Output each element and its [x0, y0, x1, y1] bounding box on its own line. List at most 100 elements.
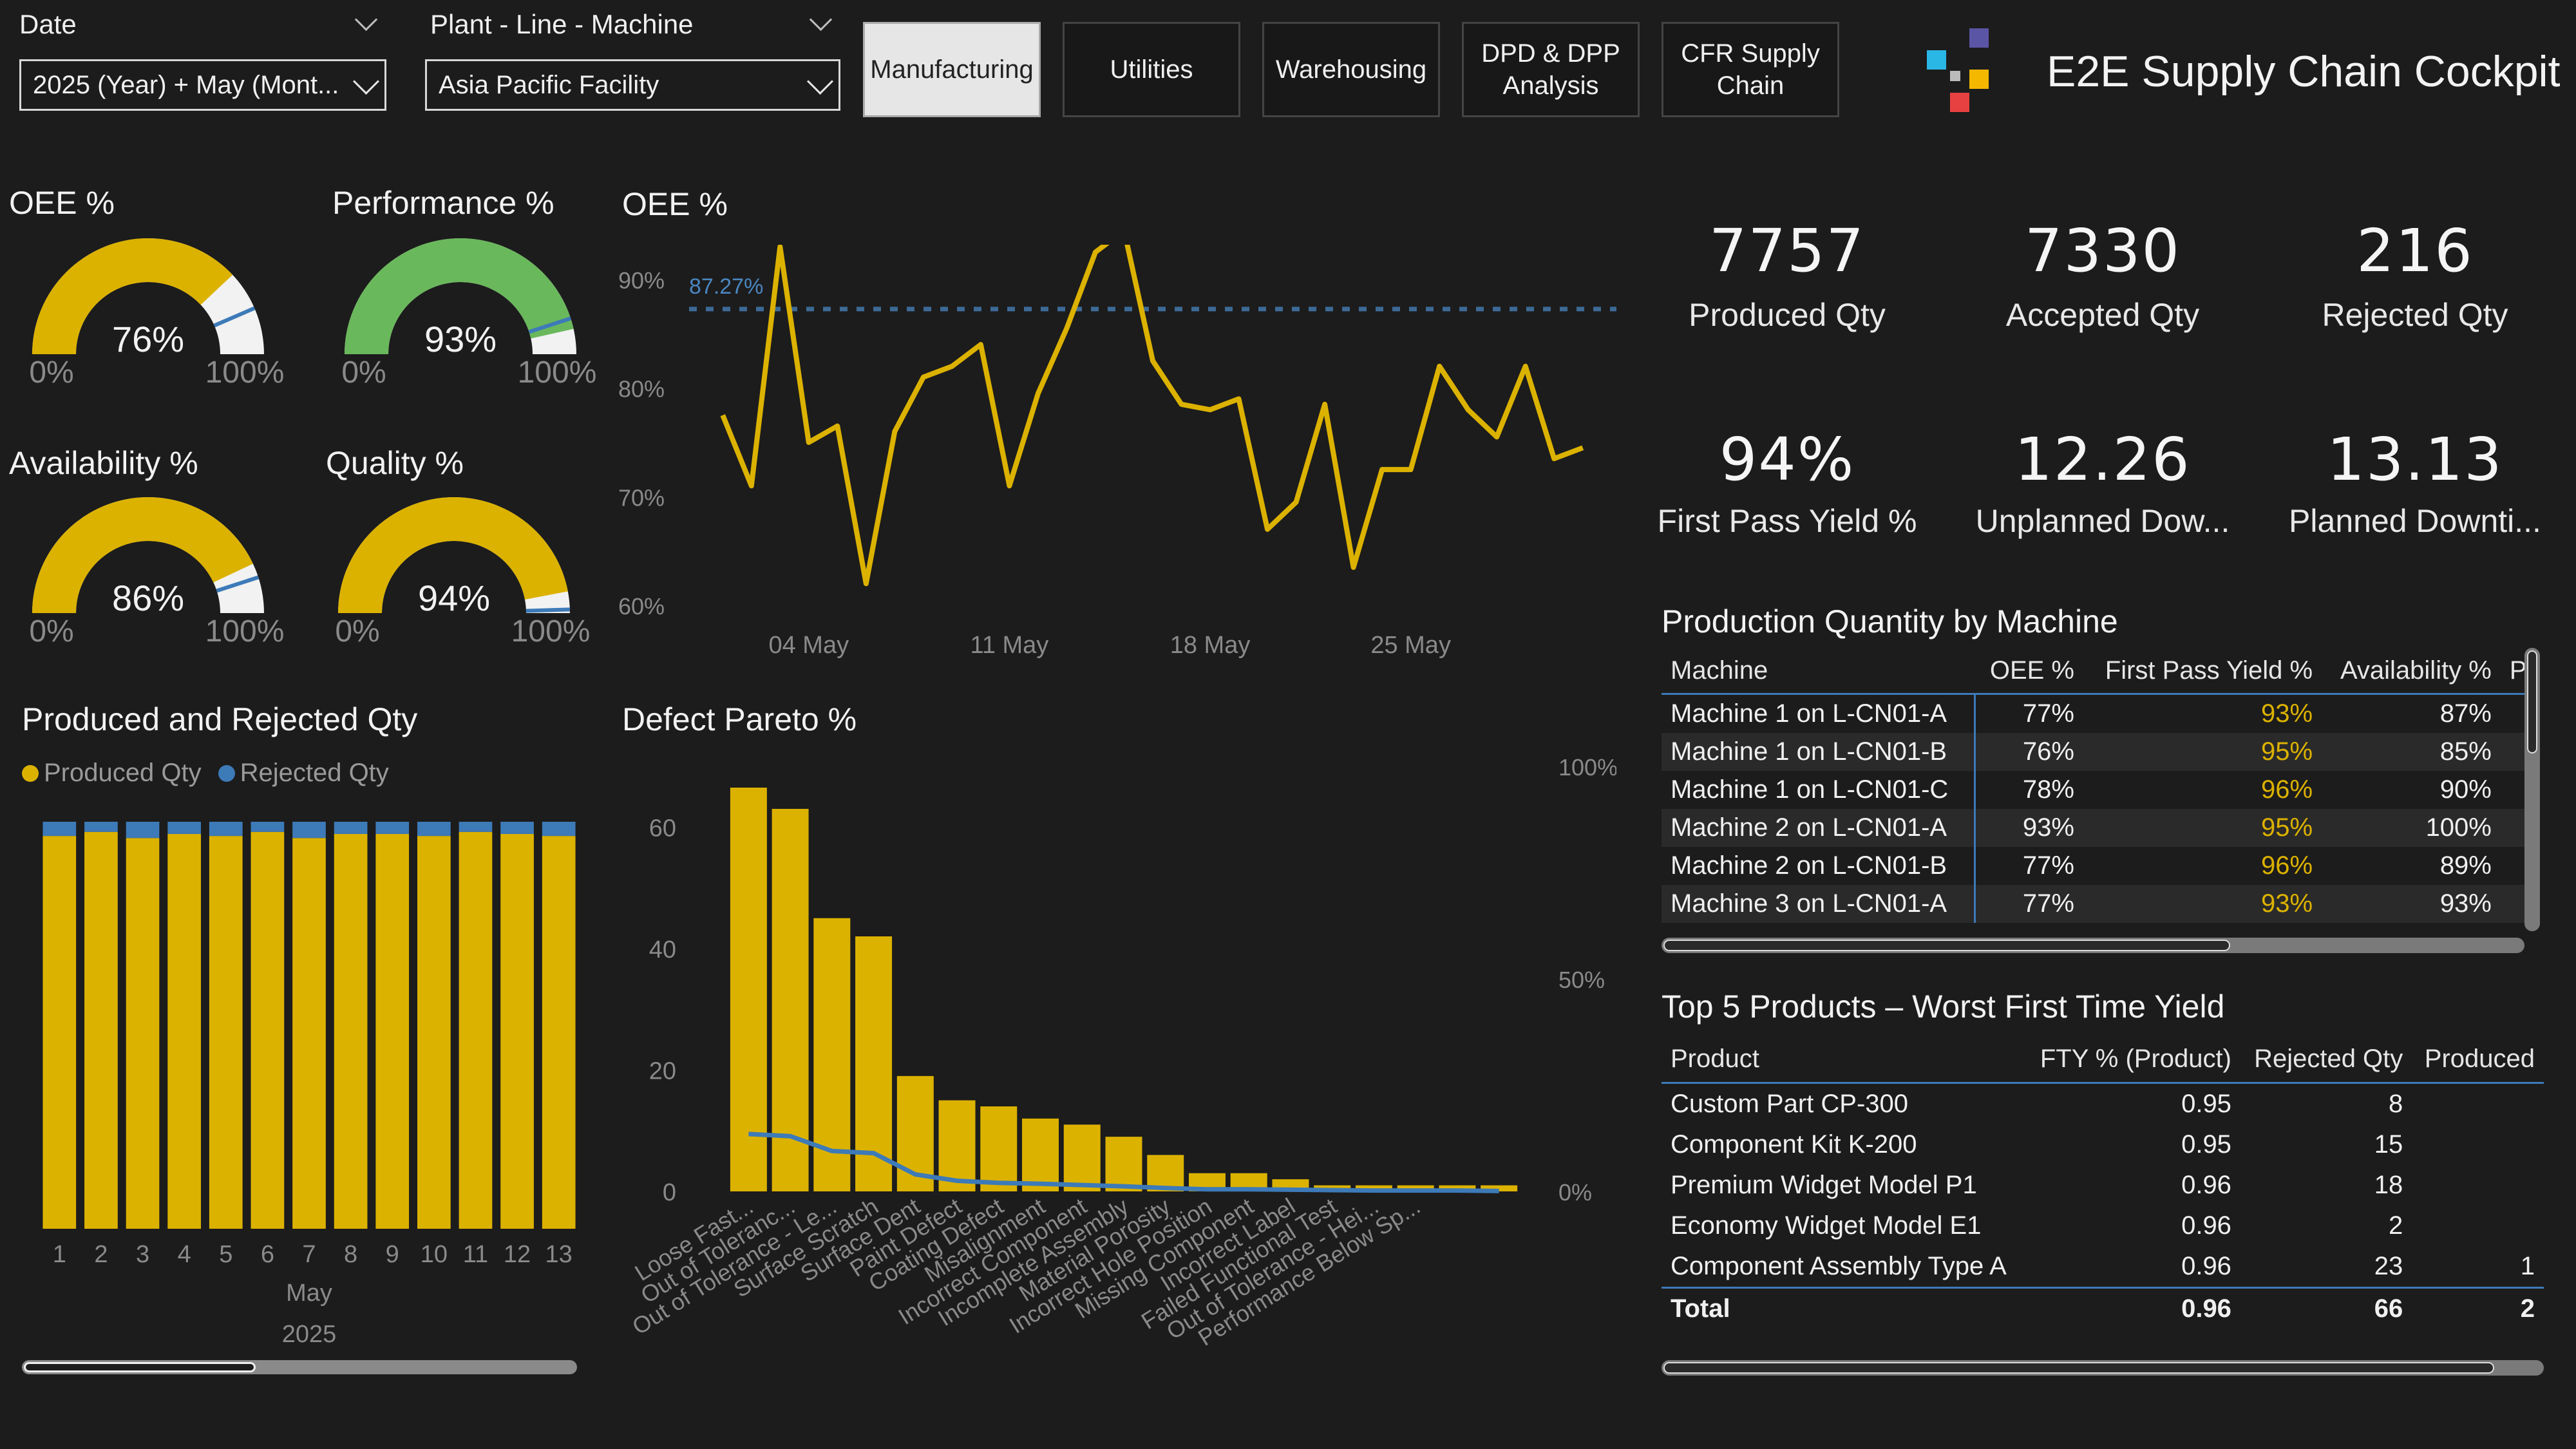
plant-dropdown[interactable]: Asia Pacific Facility: [425, 59, 840, 111]
table-row[interactable]: Component Assembly Type A 0.96 23 1: [1662, 1246, 2544, 1288]
column-header[interactable]: Product: [1671, 1044, 1759, 1073]
column-header[interactable]: Perf: [2509, 656, 2524, 685]
gauge-target-marker: [528, 316, 572, 334]
nav-cfr-supply-chain-button[interactable]: CFR Supply Chain: [1662, 22, 1839, 117]
column-header[interactable]: First Pass Yield %: [2105, 656, 2313, 685]
chevron-down-icon[interactable]: [354, 8, 378, 32]
rejected-bar: [167, 822, 201, 834]
table-row[interactable]: Machine 1 on L-CN01-B 76% 95% 85%: [1662, 733, 2524, 771]
app-title: E2E Supply Chain Cockpit: [2047, 47, 2561, 96]
chevron-down-icon[interactable]: [809, 8, 833, 32]
gauge-value: 93%: [424, 319, 497, 359]
table-header-row: Product FTY % (Product) Rejected Qty Produc…: [1662, 1036, 2544, 1083]
x-tick-label: 9: [386, 1241, 399, 1268]
date-dropdown[interactable]: 2025 (Year) + May (Mont...: [19, 59, 386, 111]
produced-bar: [292, 838, 326, 1229]
produced-rejected-legend: Produced Qty Rejected Qty: [22, 759, 389, 788]
app-logo-icon: [1927, 28, 1989, 112]
table-row[interactable]: Machine 1 on L-CN01-A 77% 93% 87%: [1662, 694, 2524, 734]
nav-utilities-button[interactable]: Utilities: [1063, 22, 1240, 117]
table-row[interactable]: Custom Part CP-300 0.95 8: [1662, 1083, 2544, 1125]
gauge-0: 76% 0% 100%: [29, 238, 284, 386]
kpi-label: First Pass Yield %: [1657, 503, 1917, 539]
table-row[interactable]: Machine 1 on L-CN01-C 78% 96% 90%: [1662, 771, 2524, 809]
gauge-fill: [338, 497, 568, 613]
table-row[interactable]: Economy Widget Model E1 0.96 2: [1662, 1206, 2544, 1246]
table-cell: 23: [2374, 1252, 2403, 1280]
table-row[interactable]: Premium Widget Model P1 0.96 18: [1662, 1165, 2544, 1206]
gauge-min: 0%: [29, 355, 73, 386]
kpi-value: 216: [2356, 216, 2474, 285]
gauge-value: 94%: [418, 578, 490, 618]
gauge-title: Quality %: [326, 445, 464, 481]
table-cell: 15: [2374, 1130, 2403, 1159]
gauge-target-marker: [213, 306, 256, 328]
oee-line-chart-title: OEE %: [622, 186, 728, 222]
table-cell: 77%: [2022, 889, 2074, 918]
machine-table-hscroll-thumb[interactable]: [1663, 940, 2230, 951]
table-row[interactable]: Machine 2 on L-CN01-B 77% 96% 89%: [1662, 847, 2524, 885]
table-cell: Component Kit K-200: [1671, 1130, 1917, 1159]
total-cell: Total: [1671, 1294, 1730, 1323]
table-cell: 0.96: [2181, 1171, 2231, 1199]
table-cell: Machine 2 on L-CN01-B: [1662, 847, 1976, 885]
rejected-bar: [500, 822, 534, 834]
table-row[interactable]: Machine 2 on L-CN01-A 93% 95% 100%: [1662, 809, 2524, 847]
table-row[interactable]: Machine 3 on L-CN01-A 77% 93% 93%: [1662, 885, 2524, 923]
produced-chart-scroll-thumb[interactable]: [24, 1362, 256, 1372]
product-table-hscroll[interactable]: [1662, 1360, 2544, 1376]
rejected-bar: [334, 822, 368, 834]
machine-table-hscroll[interactable]: [1662, 938, 2524, 953]
x-tick-label: 25 May: [1370, 632, 1451, 659]
table-cell: Premium Widget Model P1: [1671, 1171, 1977, 1199]
kpi-label: Produced Qty: [1689, 297, 1886, 333]
table-header-row: Machine OEE % First Pass Yield % Availabili…: [1662, 648, 2524, 694]
date-dropdown-value: 2025 (Year) + May (Mont...: [33, 70, 339, 99]
gauge-3: 94% 0% 100%: [335, 497, 591, 645]
table-row[interactable]: Component Kit K-200 0.95 15: [1662, 1124, 2544, 1165]
kpi-value: 7330: [2024, 216, 2181, 285]
x-tick-label: 11 May: [971, 632, 1049, 659]
target-label: 87.27%: [689, 274, 763, 299]
x-tick-label: 8: [344, 1241, 357, 1268]
product-table-hscroll-thumb[interactable]: [1663, 1362, 2494, 1374]
rejected-bar: [292, 822, 326, 838]
machine-table-vscroll[interactable]: [2524, 648, 2540, 931]
gauge-fill: [32, 497, 253, 613]
table-cell: 95%: [2261, 737, 2313, 766]
table-cell: 96%: [2261, 851, 2313, 880]
defect-bar: [1063, 1124, 1101, 1191]
machine-table-vscroll-thumb[interactable]: [2527, 650, 2537, 753]
product-table-title: Top 5 Products – Worst First Time Yield: [1662, 989, 2225, 1025]
table-cell: Machine 2 on L-CN01-A: [1662, 809, 1976, 847]
produced-bar: [84, 831, 118, 1229]
produced-bar: [251, 831, 285, 1229]
produced-bar: [542, 836, 576, 1229]
produced-bar: [43, 836, 77, 1229]
nav-warehousing-button[interactable]: Warehousing: [1262, 22, 1440, 117]
column-header[interactable]: Machine: [1671, 656, 1768, 685]
table-cell: [2501, 885, 2524, 923]
table-cell: [2412, 1083, 2544, 1125]
column-header[interactable]: Produced: [2424, 1044, 2535, 1073]
y-tick-label: 40: [649, 936, 676, 963]
column-header[interactable]: Rejected Qty: [2254, 1044, 2403, 1073]
produced-chart-scrollbar[interactable]: [22, 1360, 577, 1374]
table-cell: 1: [2520, 1252, 2535, 1280]
table-cell: [2412, 1124, 2544, 1165]
column-header[interactable]: OEE %: [1989, 656, 2074, 685]
nav-manufacturing-button[interactable]: Manufacturing: [863, 22, 1041, 117]
oee-series-line: [720, 245, 1584, 587]
table-cell: 90%: [2439, 775, 2492, 804]
column-header[interactable]: Availability %: [2340, 656, 2492, 685]
gauge-fill: [32, 238, 233, 354]
gauge-max: 100%: [511, 614, 591, 645]
rejected-bar: [84, 822, 118, 832]
y-tick-label: 70%: [618, 484, 665, 511]
column-header[interactable]: FTY % (Product): [2040, 1044, 2231, 1073]
nav-dpd-dpp-button[interactable]: DPD & DPP Analysis: [1462, 22, 1640, 117]
machine-table: Machine OEE % First Pass Yield % Availabili…: [1662, 648, 2524, 931]
table-cell: [2501, 694, 2524, 734]
y-tick-label: 90%: [618, 267, 665, 294]
table-cell: [2412, 1165, 2544, 1206]
